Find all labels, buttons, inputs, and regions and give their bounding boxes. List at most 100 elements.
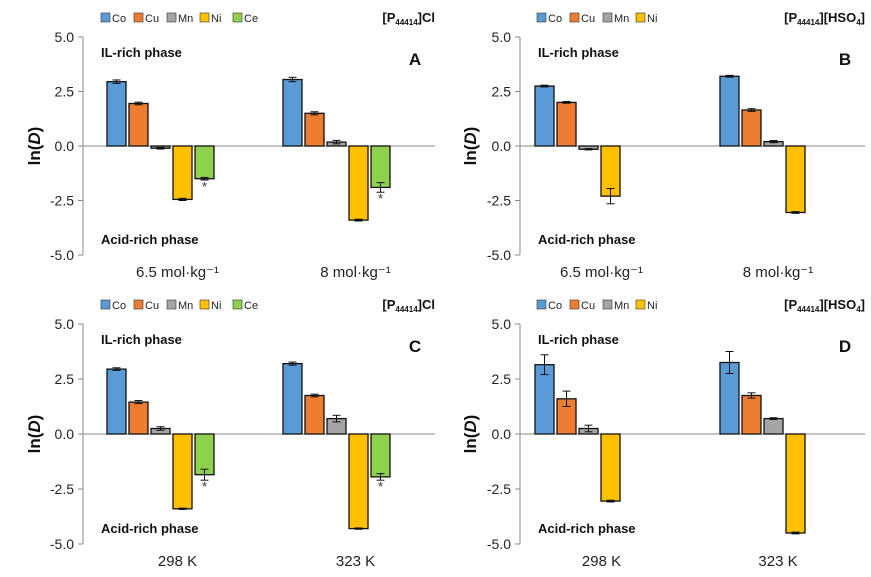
y-tick-label: -5.0 <box>487 536 511 552</box>
y-tick-label: 5.0 <box>55 316 75 332</box>
bar-co-1 <box>534 85 555 147</box>
bar-ni-2 <box>785 145 806 214</box>
bar-ce-1 <box>194 433 215 476</box>
x-category-label: 8 mol·kg⁻¹ <box>743 264 813 281</box>
x-category-label: 298 K <box>158 553 197 570</box>
legend-swatch-co <box>536 12 547 23</box>
bar-ce-2 <box>370 145 391 189</box>
legend-swatch-co <box>100 12 111 23</box>
y-axis-title: ln(D) <box>461 415 480 454</box>
bar-mn-2 <box>763 417 784 435</box>
ionic-liquid-label: [P44414]Cl <box>382 10 435 27</box>
acid-rich-phase-label: Acid-rich phase <box>101 521 199 536</box>
y-tick-label: -5.0 <box>50 536 74 552</box>
bar-co-2 <box>282 362 303 435</box>
bar-ce-2 <box>370 433 391 478</box>
bar-co-2 <box>282 78 303 147</box>
legend-label-co: Co <box>112 300 126 312</box>
legend-label-cu: Cu <box>581 300 595 312</box>
il-rich-phase-label: IL-rich phase <box>538 45 619 60</box>
legend-swatch-mn <box>166 299 177 310</box>
y-tick-label: -2.5 <box>50 481 74 497</box>
legend-label-mn: Mn <box>178 300 193 312</box>
bar-cu-2 <box>741 109 762 147</box>
acid-rich-phase-label: Acid-rich phase <box>538 521 636 536</box>
legend-swatch-ni <box>199 299 210 310</box>
y-tick-label: -2.5 <box>50 193 74 209</box>
bar-cu-1 <box>556 101 577 147</box>
y-tick-label: -2.5 <box>487 193 511 209</box>
il-rich-phase-label: IL-rich phase <box>101 45 182 60</box>
bar-co-1 <box>106 81 127 147</box>
legend-label-ni: Ni <box>211 300 221 312</box>
x-category-label: 323 K <box>758 553 797 570</box>
legend-swatch-ce <box>232 12 243 23</box>
legend-label-mn: Mn <box>178 13 193 25</box>
panel-letter: D <box>839 337 851 356</box>
y-tick-label: -5.0 <box>50 247 74 263</box>
acid-rich-phase-label: Acid-rich phase <box>538 232 636 247</box>
legend-swatch-ni <box>199 12 210 23</box>
ionic-liquid-label: [P44414][HSO4] <box>784 10 865 27</box>
bar-ce-1 <box>194 145 215 180</box>
panel-letter: C <box>409 337 421 356</box>
bar-ni-2 <box>348 433 369 530</box>
legend-swatch-cu <box>133 299 144 310</box>
chart-panel-a: 5.0 2.5 0.0 -2.5 -5.0 ln(D) * 6.5 mol·kg⁻¹ * 8 mo… <box>25 10 435 281</box>
bar-cu-2 <box>304 112 325 147</box>
il-rich-phase-label: IL-rich phase <box>538 332 619 347</box>
chart-panel-c: 5.0 2.5 0.0 -2.5 -5.0 ln(D) * 298 K * 323 K IL-ric… <box>25 297 435 570</box>
legend-label-cu: Cu <box>145 300 159 312</box>
legend-swatch-ni <box>635 299 646 310</box>
legend-label-ni: Ni <box>647 13 657 25</box>
y-axis-title: ln(D) <box>25 127 44 166</box>
acid-rich-phase-label: Acid-rich phase <box>101 232 199 247</box>
legend-swatch-ni <box>635 12 646 23</box>
asterisk-note: * <box>378 479 383 494</box>
x-category-label: 298 K <box>582 553 621 570</box>
asterisk-note: * <box>202 179 207 194</box>
legend-label-ni: Ni <box>647 300 657 312</box>
legend-swatch-cu <box>569 299 580 310</box>
asterisk-note: * <box>202 479 207 494</box>
bar-cu-2 <box>304 394 325 435</box>
legend-swatch-mn <box>602 12 613 23</box>
legend-swatch-ce <box>232 299 243 310</box>
bar-co-1 <box>106 368 127 435</box>
bar-ni-1 <box>172 145 193 201</box>
bar-ni-2 <box>348 145 369 221</box>
y-tick-label: 2.5 <box>55 84 75 100</box>
bar-cu-1 <box>128 401 149 435</box>
y-tick-label: -2.5 <box>487 481 511 497</box>
x-category-label: 6.5 mol·kg⁻¹ <box>560 264 643 281</box>
bar-co-2 <box>719 75 740 147</box>
asterisk-note: * <box>378 191 383 206</box>
legend-label-co: Co <box>548 300 562 312</box>
legend-swatch-co <box>100 299 111 310</box>
y-tick-label: -5.0 <box>487 247 511 263</box>
chart-panel-d: 5.0 2.5 0.0 -2.5 -5.0 ln(D) 298 K 323 K IL-rich … <box>461 297 865 570</box>
legend-label-co: Co <box>548 13 562 25</box>
y-tick-label: 0.0 <box>492 138 512 154</box>
y-tick-label: 2.5 <box>55 371 75 387</box>
y-tick-label: 2.5 <box>492 371 512 387</box>
panel-letter: B <box>839 50 851 69</box>
y-axis-title: ln(D) <box>461 127 480 166</box>
y-tick-label: 0.0 <box>492 426 512 442</box>
bar-cu-1 <box>128 102 149 147</box>
legend-label-ce: Ce <box>244 13 258 25</box>
legend-swatch-mn <box>602 299 613 310</box>
legend-swatch-cu <box>133 12 144 23</box>
legend-label-cu: Cu <box>145 13 159 25</box>
ionic-liquid-label: [P44414]Cl <box>382 297 435 314</box>
y-axis-title: ln(D) <box>25 415 44 454</box>
bar-cu-2 <box>741 394 762 435</box>
bar-ni-2 <box>785 433 806 534</box>
legend-swatch-mn <box>166 12 177 23</box>
chart-panel-b: 5.0 2.5 0.0 -2.5 -5.0 ln(D) 6.5 mol·kg⁻¹ 8 mol·… <box>461 10 865 281</box>
bar-ni-1 <box>600 433 621 502</box>
y-tick-label: 0.0 <box>55 426 75 442</box>
y-tick-label: 2.5 <box>492 84 512 100</box>
y-tick-label: 5.0 <box>492 316 512 332</box>
y-tick-label: 5.0 <box>55 29 75 45</box>
